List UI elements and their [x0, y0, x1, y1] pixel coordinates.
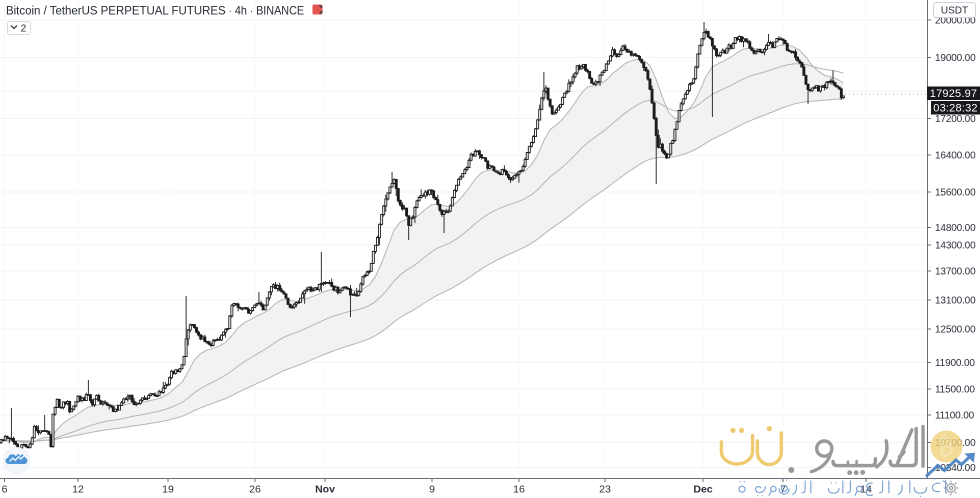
- svg-text:13100.00: 13100.00: [935, 296, 976, 307]
- svg-text:03:28:32: 03:28:32: [933, 103, 977, 115]
- svg-text:20000.00: 20000.00: [935, 16, 976, 27]
- svg-text:Dec: Dec: [693, 484, 712, 496]
- svg-text:17925.97: 17925.97: [930, 88, 977, 100]
- svg-text:6: 6: [2, 484, 8, 496]
- svg-text:19: 19: [162, 484, 174, 496]
- svg-text:26: 26: [249, 484, 261, 496]
- svg-text:14300.00: 14300.00: [935, 241, 976, 252]
- svg-text:16: 16: [513, 484, 525, 496]
- svg-text:12500.00: 12500.00: [935, 325, 976, 336]
- svg-text:9: 9: [429, 484, 435, 496]
- svg-text:11900.00: 11900.00: [935, 358, 975, 369]
- svg-text:Bitcoin / TetherUS PERPETUAL F: Bitcoin / TetherUS PERPETUAL FUTURES · 4…: [6, 3, 304, 17]
- svg-text:16400.00: 16400.00: [935, 151, 976, 162]
- svg-text:2: 2: [21, 23, 27, 35]
- svg-text:7: 7: [780, 484, 786, 496]
- svg-text:23: 23: [599, 484, 611, 496]
- svg-text:12: 12: [72, 484, 84, 496]
- svg-text:14: 14: [860, 484, 872, 496]
- svg-text:19000.00: 19000.00: [935, 53, 976, 64]
- svg-text:10340.00: 10340.00: [935, 463, 976, 474]
- svg-text:13700.00: 13700.00: [935, 267, 976, 278]
- svg-text:17200.00: 17200.00: [935, 114, 976, 125]
- svg-text:11100.00: 11100.00: [935, 411, 975, 422]
- svg-text:USDT: USDT: [941, 6, 968, 17]
- svg-text:15600.00: 15600.00: [935, 188, 976, 199]
- svg-text:11500.00: 11500.00: [935, 385, 975, 396]
- svg-text:14800.00: 14800.00: [935, 223, 976, 234]
- svg-text:Nov: Nov: [315, 484, 335, 496]
